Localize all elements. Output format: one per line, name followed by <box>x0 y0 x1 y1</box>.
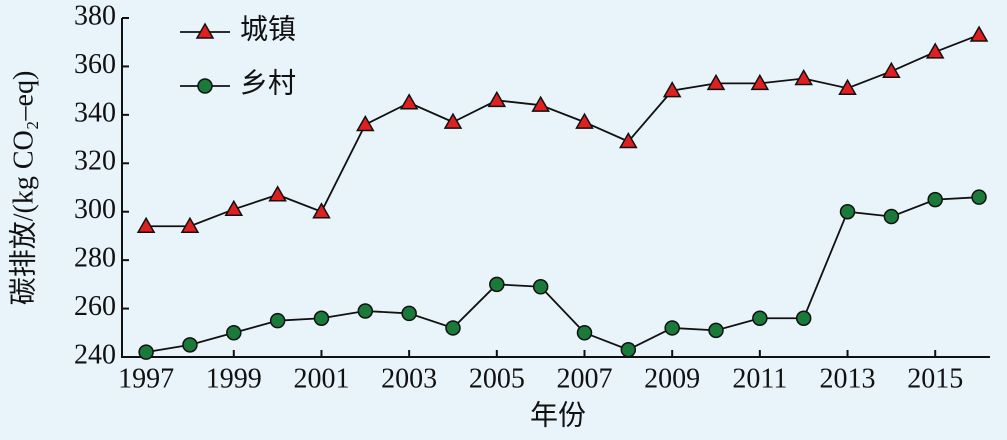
marker <box>532 279 549 295</box>
marker <box>708 322 724 339</box>
marker <box>969 25 989 42</box>
marker <box>620 341 637 358</box>
x-tick-label: 2003 <box>381 363 437 394</box>
marker <box>971 189 987 205</box>
y-tick-label: 360 <box>74 49 116 80</box>
y-tick-label: 300 <box>74 194 116 225</box>
marker <box>575 112 594 129</box>
marker <box>269 312 286 329</box>
marker <box>664 320 680 336</box>
marker <box>268 185 287 202</box>
x-tick-label: 2009 <box>644 363 700 394</box>
y-axis-label: 碳排放/(kg CO₂–eq) <box>7 71 39 306</box>
marker <box>399 93 419 110</box>
marker <box>443 112 463 129</box>
marker <box>138 344 154 360</box>
marker <box>401 305 417 322</box>
marker <box>576 325 593 341</box>
legend-label: 乡村 <box>240 67 296 99</box>
x-tick-label: 2005 <box>469 363 525 394</box>
marker <box>795 310 812 327</box>
marker <box>752 310 768 327</box>
series-line <box>145 196 980 354</box>
legend-marker <box>197 78 213 94</box>
marker <box>750 73 770 91</box>
marker <box>925 42 945 59</box>
y-tick-label: 240 <box>74 339 116 370</box>
marker <box>838 78 857 95</box>
x-tick-label: 1997 <box>118 363 174 394</box>
marker <box>357 303 374 319</box>
legend-marker <box>195 22 215 39</box>
marker <box>226 325 242 341</box>
y-tick-label: 340 <box>74 97 116 128</box>
y-tick-label: 280 <box>74 243 116 274</box>
marker <box>531 95 550 112</box>
y-tick-label: 260 <box>74 291 116 322</box>
marker <box>706 73 726 91</box>
marker <box>356 115 375 132</box>
marker <box>882 61 901 79</box>
series-line <box>146 34 980 228</box>
marker <box>136 216 156 233</box>
x-axis-label: 年份 <box>530 399 586 431</box>
marker <box>313 310 330 327</box>
marker <box>445 320 461 336</box>
x-tick-label: 2015 <box>907 363 963 394</box>
marker <box>180 216 200 233</box>
marker <box>794 69 813 86</box>
marker <box>487 90 507 108</box>
legend-label: 城镇 <box>240 13 296 45</box>
x-tick-label: 2001 <box>293 363 349 394</box>
marker <box>312 202 331 219</box>
marker <box>839 203 856 220</box>
marker <box>224 199 244 217</box>
marker <box>927 191 943 208</box>
marker <box>662 81 682 98</box>
x-tick-label: 2007 <box>556 363 612 394</box>
x-tick-label: 2013 <box>820 363 876 394</box>
marker <box>182 337 198 353</box>
y-tick-label: 380 <box>74 0 116 31</box>
marker <box>619 131 638 149</box>
marker <box>883 208 900 225</box>
y-tick-label: 320 <box>74 146 116 177</box>
x-tick-label: 1999 <box>206 363 262 394</box>
marker <box>489 276 505 293</box>
x-tick-label: 2011 <box>732 363 787 394</box>
